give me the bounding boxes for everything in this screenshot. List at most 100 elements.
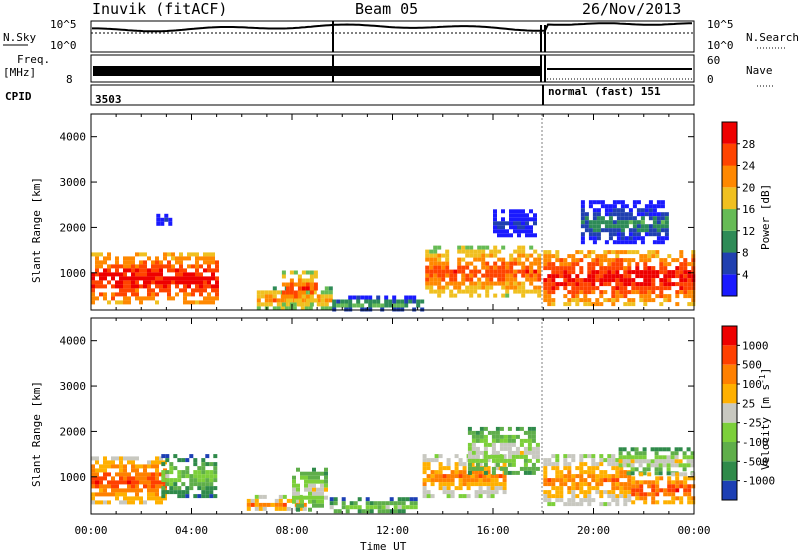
power-cell xyxy=(372,299,377,304)
velocity-colorbar-tick-label: 1000 xyxy=(742,339,769,352)
velocity-cell xyxy=(345,505,350,510)
power-cell xyxy=(651,270,656,275)
power-cell xyxy=(579,282,584,287)
velocity-cell xyxy=(143,464,147,469)
power-cell xyxy=(648,200,653,205)
velocity-cell xyxy=(626,471,631,476)
velocity-cell xyxy=(475,458,480,463)
power-cell xyxy=(656,236,661,241)
power-cell xyxy=(215,280,219,285)
power-cell xyxy=(635,286,640,291)
velocity-cell xyxy=(159,500,163,505)
velocity-cell xyxy=(623,470,628,475)
power-cell xyxy=(473,253,478,258)
velocity-cell xyxy=(475,446,480,451)
velocity-cell xyxy=(587,466,592,471)
power-cell xyxy=(679,278,684,283)
power-cell xyxy=(309,302,314,307)
power-cell xyxy=(123,268,127,273)
power-cell xyxy=(328,286,333,291)
power-cell xyxy=(555,258,560,263)
power-cell xyxy=(501,293,506,298)
power-cell xyxy=(505,273,510,278)
power-cell xyxy=(183,280,187,285)
power-cell xyxy=(639,270,644,275)
velocity-cell xyxy=(458,474,463,479)
power-cell xyxy=(445,273,450,278)
power-cell xyxy=(612,232,617,237)
velocity-cell xyxy=(683,472,688,477)
power-cell xyxy=(667,274,672,279)
power-cell xyxy=(91,252,95,257)
velocity-cell xyxy=(511,470,516,475)
velocity-cell xyxy=(324,467,328,472)
velocity-cell xyxy=(519,442,524,447)
velocity-cell xyxy=(499,434,504,439)
velocity-cell xyxy=(185,458,190,463)
power-cell xyxy=(575,302,580,307)
power-cell xyxy=(497,249,502,254)
velocity-cell xyxy=(300,503,304,508)
power-cell xyxy=(256,298,261,303)
velocity-cell xyxy=(507,458,512,463)
power-cell xyxy=(664,220,669,225)
velocity-cell xyxy=(675,496,680,501)
velocity-cell xyxy=(475,430,480,435)
velocity-cell xyxy=(278,506,283,511)
velocity-cell xyxy=(543,478,548,483)
power-cell xyxy=(623,250,628,255)
power-cell xyxy=(328,290,333,295)
power-cell xyxy=(493,213,497,218)
power-cell xyxy=(445,249,450,254)
velocity-cell xyxy=(495,438,500,443)
velocity-cell xyxy=(442,474,447,479)
power-cell xyxy=(579,290,584,295)
velocity-cell xyxy=(635,488,640,493)
power-cell xyxy=(501,221,505,226)
power-cell xyxy=(595,254,600,259)
power-cell xyxy=(588,220,593,225)
power-cell xyxy=(115,284,119,289)
power-cell xyxy=(368,303,373,308)
velocity-cell xyxy=(599,474,604,479)
power-cell xyxy=(167,284,171,289)
power-cell xyxy=(525,213,529,218)
velocity-cell xyxy=(599,482,604,487)
power-cell xyxy=(289,270,294,275)
power-cell xyxy=(111,296,115,301)
power-cell xyxy=(636,212,641,217)
power-cell xyxy=(588,232,593,237)
power-cell xyxy=(425,249,430,254)
power-cell xyxy=(571,286,576,291)
power-cell xyxy=(584,228,589,233)
velocity-cell xyxy=(155,472,159,477)
velocity-cell xyxy=(607,454,612,459)
power-cell xyxy=(305,286,310,291)
power-cell xyxy=(643,302,648,307)
velocity-cell xyxy=(470,474,475,479)
power-cell xyxy=(611,258,616,263)
power-cell xyxy=(445,269,450,274)
velocity-cell xyxy=(491,450,496,455)
power-cell xyxy=(356,303,361,308)
velocity-cell xyxy=(181,458,186,463)
power-cell xyxy=(493,225,497,230)
velocity-cell xyxy=(135,456,139,461)
velocity-cell xyxy=(627,478,632,483)
power-cell xyxy=(187,292,191,297)
velocity-cell xyxy=(111,460,115,465)
power-cell xyxy=(616,208,621,213)
power-cell xyxy=(179,260,183,265)
velocity-cell xyxy=(209,478,214,483)
power-cell xyxy=(388,299,393,304)
velocity-cell xyxy=(197,466,202,471)
power-cell xyxy=(627,282,632,287)
power-cell xyxy=(95,252,99,257)
velocity-colorbar-segment xyxy=(722,326,737,346)
power-cell xyxy=(497,277,502,282)
velocity-cell xyxy=(292,491,296,496)
power-cell xyxy=(671,282,676,287)
velocity-cell xyxy=(667,480,672,485)
power-cell xyxy=(628,232,633,237)
velocity-cell xyxy=(119,464,123,469)
